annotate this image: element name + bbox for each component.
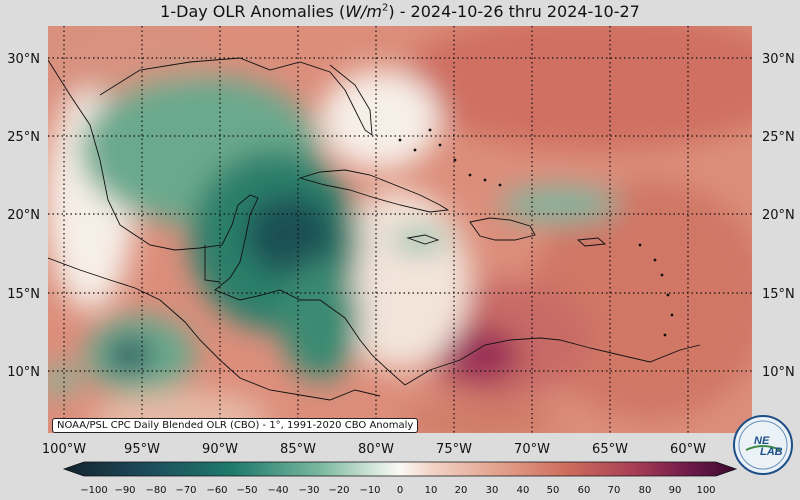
colorbar: −100 −90 −80 −70 −60 −50 −40 −30 −20 −10… [62,461,738,496]
lat-label: 20°N [762,208,795,223]
data-credit-box: NOAA/PSL CPC Daily Blended OLR (CBO) - 1… [52,418,419,433]
colorbar-tick: −10 [359,485,380,496]
lat-label: 25°N [762,130,795,145]
colorbar-tick: 30 [486,485,499,496]
lon-label: 60°W [670,442,706,457]
lon-label: 90°W [202,442,238,457]
colorbar-tick: −100 [80,485,107,496]
colorbar-tick: −80 [145,485,166,496]
svg-text:LAB: LAB [760,446,783,458]
lon-label: 80°W [358,442,394,457]
colorbar-tick: −60 [206,485,227,496]
colorbar-tick: 70 [608,485,621,496]
colorbar-tick: 100 [696,485,715,496]
colorbar-tick: 90 [669,485,682,496]
lat-label: 30°N [762,52,795,67]
colorbar-tick: −70 [175,485,196,496]
svg-text:NE: NE [754,435,770,447]
lat-label: 10°N [7,365,40,380]
gridlines [48,26,752,433]
lon-label: 85°W [280,442,316,457]
coastlines [48,57,701,401]
lon-label: 70°W [514,442,550,457]
colorbar-tick: −30 [298,485,319,496]
lat-label: 20°N [7,208,40,223]
lat-label: 30°N [7,52,40,67]
lat-label: 25°N [7,130,40,145]
colorbar-tick: 80 [639,485,652,496]
small-islands [398,128,674,337]
colorbar-tick: −50 [236,485,257,496]
lon-label: 95°W [124,442,160,457]
colorbar-ticks: −100 −90 −80 −70 −60 −50 −40 −30 −20 −10… [80,485,715,496]
colorbar-tick: 20 [455,485,468,496]
colorbar-tick: −40 [267,485,288,496]
lat-label: 15°N [7,287,40,302]
longitude-labels: 100°W 95°W 90°W 85°W 80°W 75°W 70°W 65°W… [42,442,706,457]
latitude-labels-right: 30°N 25°N 20°N 15°N 10°N [762,52,795,380]
latitude-labels-left: 30°N 25°N 20°N 15°N 10°N [7,52,40,380]
lon-label: 75°W [436,442,472,457]
nextlab-logo: NE LAB [733,415,793,475]
colorbar-tick: −90 [114,485,135,496]
colorbar-tick: 50 [547,485,560,496]
colorbar-tick: 40 [517,485,530,496]
lat-label: 10°N [762,365,795,380]
colorbar-tick: −20 [328,485,349,496]
colorbar-tick: 10 [425,485,438,496]
lon-label: 65°W [592,442,628,457]
lon-label: 100°W [42,442,86,457]
colorbar-tick: 0 [397,485,403,496]
anomaly-field [48,26,752,433]
lat-label: 15°N [762,287,795,302]
map-title: 1-Day OLR Anomalies (W/m2) - 2024-10-26 … [160,2,640,21]
colorbar-tick: 60 [578,485,591,496]
